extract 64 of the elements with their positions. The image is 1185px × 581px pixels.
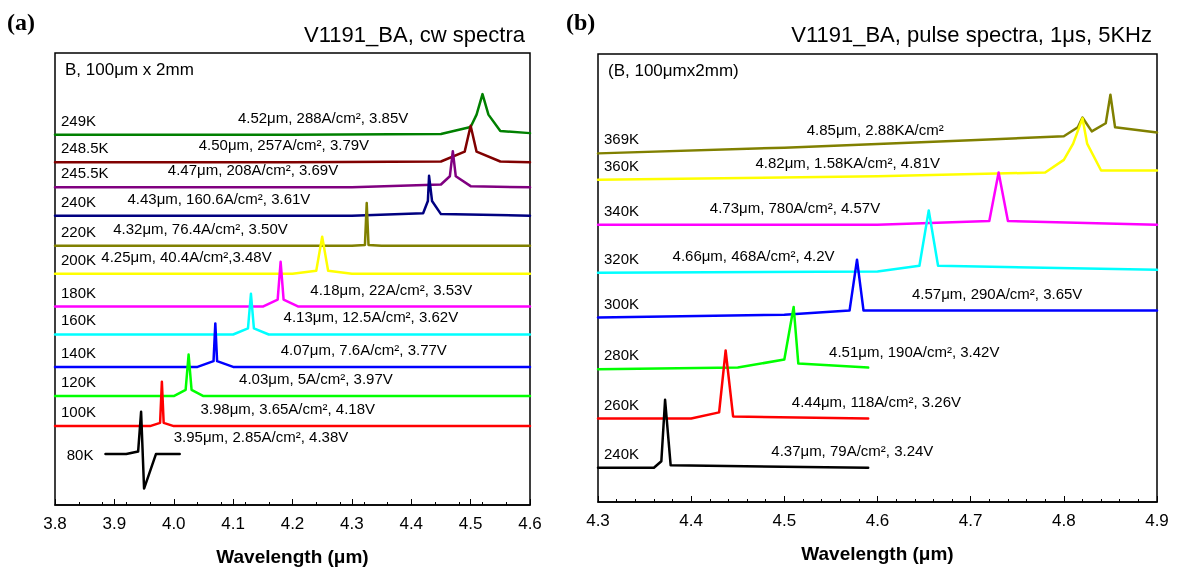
x-tick-label: 4.3 — [586, 511, 610, 530]
x-tick-label: 3.8 — [43, 514, 67, 533]
series-label: 180K — [61, 283, 97, 301]
x-tick-label: 4.4 — [399, 514, 424, 533]
x-tick-label: 4.8 — [1052, 511, 1076, 530]
series-label: 320K — [604, 249, 640, 267]
x-tick-label: 4.6 — [518, 514, 542, 533]
annotation: 4.50μm, 257A/cm², 3.79V — [198, 136, 370, 154]
series-label: 369K — [604, 130, 640, 148]
x-tick-label: 4.5 — [772, 511, 797, 530]
x-tick-label: 4.9 — [1145, 511, 1169, 530]
series-label: 340K — [604, 201, 640, 219]
series-label: 245.5K — [61, 164, 109, 182]
annotation: 3.95μm, 2.85A/cm², 4.38V — [173, 428, 349, 446]
series-label: 200K — [61, 250, 97, 268]
series-label: 160K — [61, 311, 97, 329]
series-label: 140K — [61, 343, 97, 361]
series-label: 248.5K — [61, 139, 109, 157]
x-tick-label: 4.5 — [458, 514, 483, 533]
x-tick-label: 4.0 — [161, 514, 186, 533]
annotation: 4.37μm, 79A/cm², 3.24V — [771, 441, 934, 459]
series-label: 120K — [61, 373, 97, 391]
x-axis-title: Wavelength (μm) — [216, 546, 369, 567]
series-label: 360K — [604, 156, 640, 174]
annotation: 3.98μm, 3.65A/cm², 4.18V — [200, 400, 376, 418]
text: (B, 100μmx2mm) — [608, 61, 739, 80]
annotation: 4.82μm, 1.58KA/cm², 4.81V — [755, 153, 941, 171]
annotation: 4.32μm, 76.4A/cm², 3.50V — [113, 219, 288, 237]
annotation: 4.73μm, 780A/cm², 4.57V — [709, 198, 881, 216]
x-tick-label: 4.7 — [958, 511, 983, 530]
annotation: 4.07μm, 7.6A/cm², 3.77V — [280, 340, 447, 358]
annotation: 4.13μm, 12.5A/cm², 3.62V — [283, 308, 459, 326]
series-label: 100K — [61, 403, 97, 421]
series-label: 300K — [604, 294, 640, 312]
annotation: 4.47μm, 208A/cm², 3.69V — [167, 161, 339, 179]
text: B, 100μm x 2mm — [65, 60, 194, 79]
chart-title: V1191_BA, cw spectra — [304, 21, 526, 47]
series-label: 220K — [61, 222, 97, 240]
annotation: 4.85μm, 2.88KA/cm² — [806, 120, 944, 138]
chart-title: V1191_BA, pulse spectra, 1μs, 5KHz — [791, 21, 1153, 47]
series-label: 240K — [61, 192, 97, 210]
series-label: 249K — [61, 111, 97, 129]
series-label: 240K — [604, 444, 640, 462]
x-tick-label: 4.3 — [340, 514, 364, 533]
series-label: 80K — [66, 445, 94, 463]
annotation: 4.43μm, 160.6A/cm², 3.61V — [127, 189, 311, 207]
series-label: 260K — [604, 395, 640, 413]
x-tick-label: 4.1 — [221, 514, 245, 533]
x-tick-label: 4.4 — [679, 511, 703, 530]
annotation: 4.03μm, 5A/cm², 3.97V — [239, 370, 393, 388]
annotation: 4.52μm, 288A/cm², 3.85V — [237, 108, 409, 126]
annotation: 4.66μm, 468A/cm², 4.2V — [672, 246, 835, 264]
text: (b) — [566, 9, 596, 35]
annotation: 4.25μm, 40.4A/cm²,3.48V — [101, 247, 272, 265]
text: (a) — [7, 9, 35, 35]
annotation: 4.18μm, 22A/cm², 3.53V — [310, 280, 473, 298]
x-axis-title: Wavelength (μm) — [801, 543, 954, 564]
x-tick-label: 4.6 — [865, 511, 890, 530]
x-tick-label: 4.2 — [280, 514, 305, 533]
series-label: 280K — [604, 346, 640, 364]
x-tick-label: 3.9 — [102, 514, 127, 533]
annotation: 4.44μm, 118A/cm², 3.26V — [791, 392, 962, 410]
annotation: 4.57μm, 290A/cm², 3.65V — [911, 284, 1083, 302]
annotation: 4.51μm, 190A/cm², 3.42V — [829, 343, 1000, 361]
